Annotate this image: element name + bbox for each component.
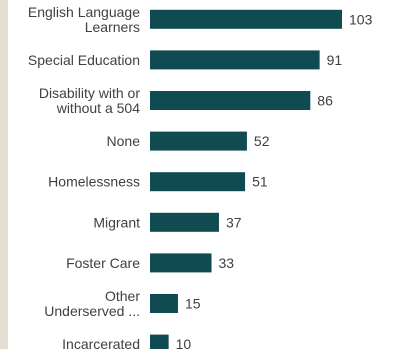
value-label: 51 bbox=[252, 174, 268, 190]
category-label-line: Migrant bbox=[93, 214, 140, 230]
category-label-line: Other bbox=[105, 288, 140, 304]
value-label: 103 bbox=[349, 11, 373, 27]
category-label: Special Education bbox=[28, 52, 140, 68]
category-label: English Language Learners bbox=[28, 4, 140, 35]
value-label: 91 bbox=[327, 52, 343, 68]
category-label-line: English Language bbox=[28, 4, 140, 20]
bar[interactable] bbox=[150, 294, 178, 313]
value-label: 10 bbox=[176, 336, 192, 349]
bar[interactable] bbox=[150, 131, 247, 151]
category-label-line: Homelessness bbox=[48, 174, 140, 190]
category-label: Disability with or without a 504 bbox=[39, 85, 140, 116]
bar[interactable] bbox=[150, 212, 219, 232]
side-strip bbox=[0, 0, 8, 349]
bar[interactable] bbox=[150, 91, 311, 110]
value-label: 52 bbox=[254, 133, 270, 149]
value-label: 37 bbox=[226, 214, 242, 230]
value-label: 15 bbox=[185, 296, 201, 312]
category-label: Homelessness bbox=[48, 174, 140, 190]
category-label-line: Disability with or bbox=[39, 85, 140, 101]
bar[interactable] bbox=[150, 172, 246, 192]
bar[interactable] bbox=[150, 50, 320, 70]
category-label-line: Incarcerated bbox=[62, 336, 140, 349]
category-label-line: Underserved ... bbox=[44, 303, 140, 319]
value-label: 33 bbox=[219, 255, 235, 271]
value-label: 86 bbox=[317, 93, 333, 109]
category-label: Other Underserved ... bbox=[44, 288, 140, 319]
category-label-line: Learners bbox=[85, 19, 140, 35]
bar[interactable] bbox=[150, 253, 212, 273]
category-label-line: without a 504 bbox=[56, 100, 140, 116]
category-label: None bbox=[107, 133, 141, 149]
category-label: Incarcerated bbox=[62, 336, 140, 349]
category-label-line: Foster Care bbox=[66, 255, 140, 271]
bar[interactable] bbox=[150, 9, 342, 29]
category-label-line: Special Education bbox=[28, 52, 140, 68]
category-label-line: None bbox=[107, 133, 141, 149]
category-label: Foster Care bbox=[66, 255, 140, 271]
category-label: Migrant bbox=[93, 214, 140, 230]
bar[interactable] bbox=[150, 334, 169, 349]
